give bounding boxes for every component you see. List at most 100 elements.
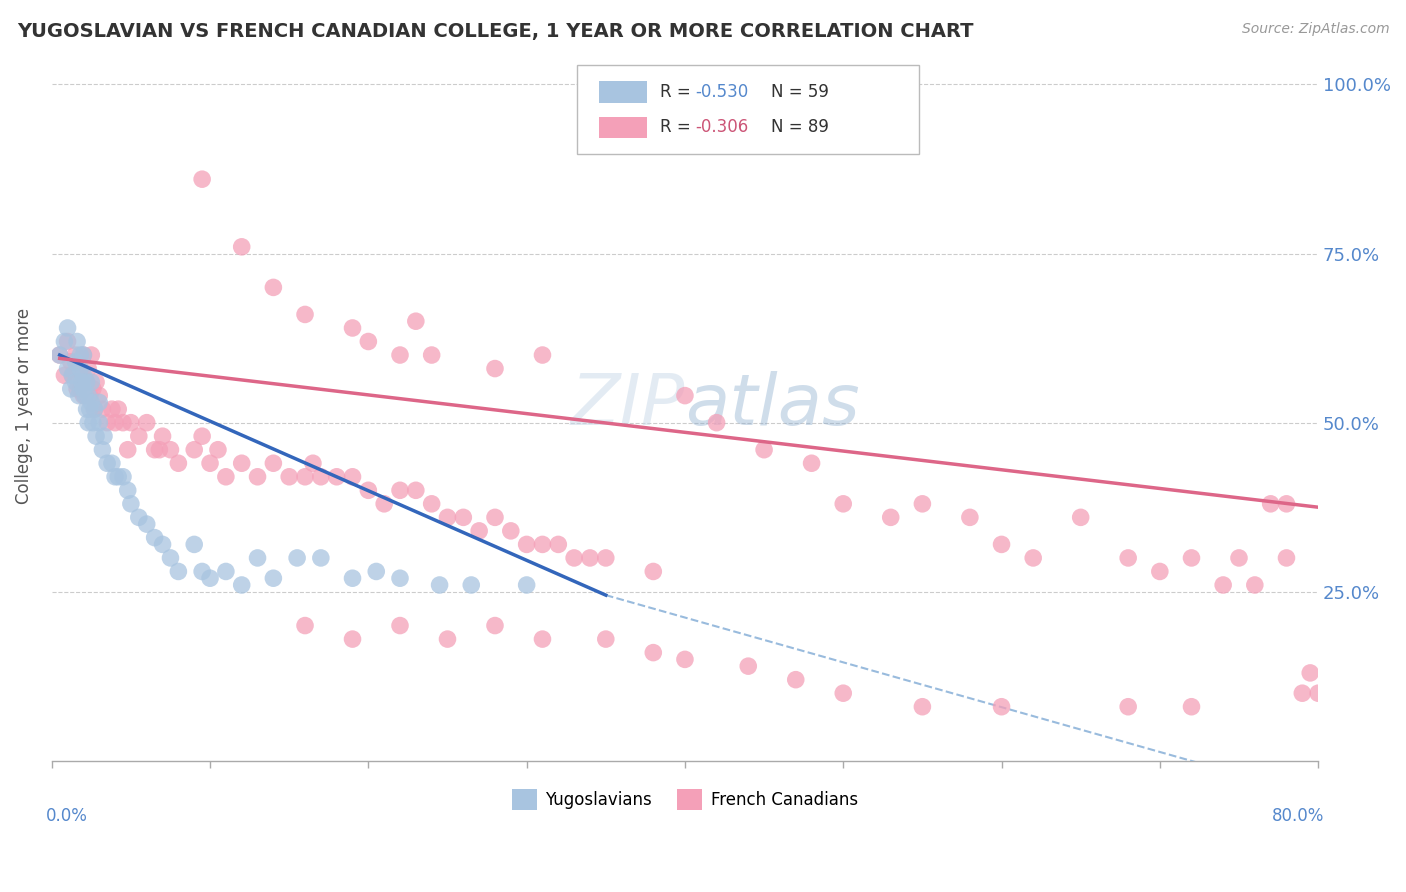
Point	[77, 416, 100, 430]
Point	[80, 375, 103, 389]
Point	[152, 429, 174, 443]
Point	[104, 416, 127, 430]
Point	[1299, 665, 1322, 680]
Point	[111, 416, 134, 430]
Point	[420, 497, 443, 511]
Point	[673, 652, 696, 666]
Point	[191, 429, 214, 443]
Text: N = 89: N = 89	[770, 119, 830, 136]
Point	[785, 673, 807, 687]
Point	[117, 442, 139, 457]
Point	[65, 348, 87, 362]
Point	[366, 565, 388, 579]
Point	[342, 632, 364, 646]
Point	[152, 537, 174, 551]
Point	[135, 416, 157, 430]
Point	[111, 469, 134, 483]
Point	[148, 442, 170, 457]
Point	[309, 469, 332, 483]
Point	[69, 382, 91, 396]
Point	[67, 389, 90, 403]
Point	[262, 456, 284, 470]
Point	[84, 429, 107, 443]
Point	[72, 389, 94, 403]
Point	[77, 361, 100, 376]
Point	[191, 565, 214, 579]
Point	[1275, 497, 1298, 511]
Point	[436, 632, 458, 646]
Point	[420, 348, 443, 362]
Point	[579, 550, 602, 565]
Point	[562, 550, 585, 565]
Point	[59, 355, 82, 369]
Point	[285, 550, 308, 565]
Point	[91, 402, 114, 417]
Point	[73, 389, 96, 403]
Point	[484, 618, 506, 632]
Point	[1149, 565, 1171, 579]
Point	[309, 550, 332, 565]
Point	[79, 389, 101, 403]
Point	[880, 510, 903, 524]
Point	[72, 368, 94, 383]
Point	[531, 632, 554, 646]
Point	[82, 416, 104, 430]
Point	[120, 497, 142, 511]
Point	[673, 389, 696, 403]
Point	[120, 416, 142, 430]
Point	[83, 402, 105, 417]
Point	[60, 368, 83, 383]
Point	[990, 537, 1012, 551]
Point	[80, 395, 103, 409]
Point	[128, 429, 150, 443]
Text: YUGOSLAVIAN VS FRENCH CANADIAN COLLEGE, 1 YEAR OR MORE CORRELATION CHART: YUGOSLAVIAN VS FRENCH CANADIAN COLLEGE, …	[17, 22, 973, 41]
Point	[246, 550, 269, 565]
Point	[93, 429, 115, 443]
Point	[60, 368, 83, 383]
Point	[53, 368, 76, 383]
Point	[499, 524, 522, 538]
Point	[1180, 699, 1202, 714]
Point	[436, 510, 458, 524]
Point	[69, 361, 91, 376]
Point	[1180, 550, 1202, 565]
Point	[429, 578, 451, 592]
Point	[706, 416, 728, 430]
Point	[76, 375, 98, 389]
Point	[388, 348, 411, 362]
Text: 80.0%: 80.0%	[1272, 807, 1324, 825]
Point	[1260, 497, 1282, 511]
Point	[832, 686, 855, 700]
Point	[1291, 686, 1313, 700]
Point	[357, 334, 380, 349]
Point	[468, 524, 491, 538]
Point	[1227, 550, 1250, 565]
Point	[231, 578, 253, 592]
Point	[69, 348, 91, 362]
Point	[79, 402, 101, 417]
Legend: Yugoslavians, French Canadians: Yugoslavians, French Canadians	[506, 783, 865, 816]
Text: -0.530: -0.530	[695, 83, 748, 101]
Point	[231, 456, 253, 470]
Point	[294, 618, 316, 632]
Point	[516, 578, 538, 592]
Point	[70, 368, 93, 383]
Point	[752, 442, 775, 457]
Point	[183, 442, 205, 457]
Point	[89, 416, 111, 430]
Point	[1116, 550, 1139, 565]
Point	[342, 321, 364, 335]
Point	[294, 308, 316, 322]
Point	[56, 361, 79, 376]
Point	[53, 334, 76, 349]
Point	[96, 416, 118, 430]
Point	[101, 402, 124, 417]
Point	[357, 483, 380, 498]
Point	[484, 361, 506, 376]
Point	[911, 699, 934, 714]
Point	[198, 456, 221, 470]
Point	[911, 497, 934, 511]
Text: Source: ZipAtlas.com: Source: ZipAtlas.com	[1241, 22, 1389, 37]
Point	[1243, 578, 1265, 592]
Point	[325, 469, 347, 483]
